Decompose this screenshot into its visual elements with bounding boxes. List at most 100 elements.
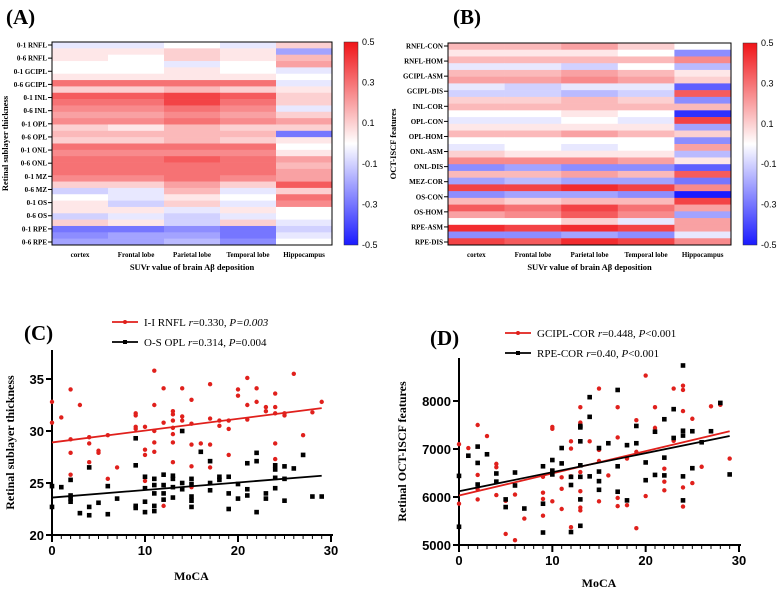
data-point	[559, 445, 564, 451]
data-point	[59, 415, 64, 420]
data-point	[559, 486, 564, 492]
heatmap-cell	[504, 164, 562, 172]
data-point	[596, 499, 602, 504]
heatmap-cell	[108, 187, 165, 195]
heatmap-cell	[617, 177, 675, 185]
legend-text: <0.001	[628, 348, 659, 360]
heatmap-cell	[276, 48, 333, 55]
heatmap-cell	[108, 124, 165, 132]
data-point	[226, 506, 231, 512]
heatmap-cell	[276, 86, 333, 94]
heatmap-cell	[674, 211, 732, 219]
heatmap-cell	[52, 181, 109, 189]
heatmap-cell	[52, 105, 109, 113]
data-point	[634, 526, 639, 531]
data-point	[578, 463, 583, 468]
heatmap-cell	[448, 157, 505, 165]
data-point	[540, 496, 546, 502]
heatmap-cell	[276, 232, 333, 239]
x-tick-label: 10	[138, 543, 152, 558]
heatmap-cell	[448, 76, 505, 84]
heatmap-cell	[220, 168, 277, 176]
heatmap-cell	[448, 130, 505, 138]
heatmap-cell	[220, 200, 277, 208]
data-point	[207, 480, 213, 486]
x-axis-label: SUVr value of brain Aβ deposition	[130, 262, 255, 272]
data-point	[606, 440, 611, 446]
legend-text: r	[598, 328, 603, 340]
data-point	[319, 399, 324, 405]
data-point	[161, 503, 166, 509]
data-point	[475, 444, 480, 449]
heatmap-cell	[448, 56, 505, 64]
heatmap-cell	[108, 80, 165, 87]
data-point	[643, 477, 648, 483]
heatmap-cell	[220, 92, 277, 100]
data-point	[596, 445, 602, 451]
data-point	[568, 482, 574, 488]
heatmap-cell	[220, 48, 277, 55]
regression-line	[458, 435, 730, 493]
heatmap-cell	[561, 164, 619, 172]
heatmap-cell	[220, 54, 277, 62]
heatmap-cell	[220, 86, 277, 94]
data-point	[161, 472, 166, 477]
data-point	[596, 487, 602, 493]
heatmap-cell	[448, 197, 505, 205]
x-tick-label: cortex	[71, 251, 90, 259]
colorbar-tick-label: 0.3	[761, 78, 774, 88]
data-point	[615, 495, 620, 501]
heatmap-cell	[276, 42, 333, 49]
x-tick-label: 20	[231, 543, 245, 558]
data-point	[596, 469, 602, 474]
heatmap-cell	[448, 123, 505, 131]
data-point	[59, 484, 64, 490]
data-point	[142, 485, 148, 491]
heatmap-cell	[276, 238, 333, 246]
heatmap-cell	[448, 63, 505, 71]
data-point	[226, 491, 231, 496]
y-tick-label: 0-1 GCIPL	[14, 68, 48, 76]
data-point	[68, 477, 73, 483]
heatmap-cell	[617, 83, 675, 91]
heatmap-cell	[504, 130, 562, 138]
regression-line	[51, 474, 322, 499]
legend-text: GCIPL-COR	[537, 328, 596, 340]
x-axis-label: MoCA	[582, 576, 617, 589]
data-point	[142, 478, 148, 484]
x-tick-label: 0	[455, 553, 462, 568]
heatmap-cell	[220, 105, 277, 113]
data-point	[578, 489, 583, 494]
heatmap-cell	[504, 150, 562, 158]
data-point	[456, 501, 462, 506]
heatmap-cell	[617, 157, 675, 165]
heatmap-cell	[276, 80, 333, 87]
heatmap-cell	[617, 197, 675, 205]
heatmap-border	[51, 41, 333, 246]
data-point	[161, 497, 166, 502]
heatmap-cell	[504, 191, 562, 199]
y-tick-label: INL-COR	[413, 103, 444, 111]
heatmap-cell	[220, 143, 277, 151]
colorbar	[343, 41, 359, 246]
data-point	[475, 460, 480, 466]
y-tick-label: 0-1 MZ	[25, 173, 48, 181]
heatmap-cell	[52, 206, 109, 214]
data-point	[189, 397, 194, 402]
heatmap-cell	[52, 175, 109, 182]
data-point	[263, 491, 269, 496]
data-point	[68, 499, 73, 505]
heatmap-cell	[52, 118, 109, 125]
heatmap-cell	[617, 191, 675, 199]
data-point	[690, 480, 695, 486]
heatmap-cell	[674, 63, 732, 71]
y-tick-label: 0-6 INL	[23, 107, 47, 115]
heatmap-cell	[164, 73, 221, 81]
heatmap-cell	[448, 43, 505, 51]
legend-marker	[516, 351, 520, 355]
data-point	[662, 466, 667, 471]
data-point	[152, 503, 157, 509]
data-point	[152, 449, 157, 454]
heatmap-cell	[108, 213, 165, 220]
heatmap-cell	[504, 117, 562, 125]
